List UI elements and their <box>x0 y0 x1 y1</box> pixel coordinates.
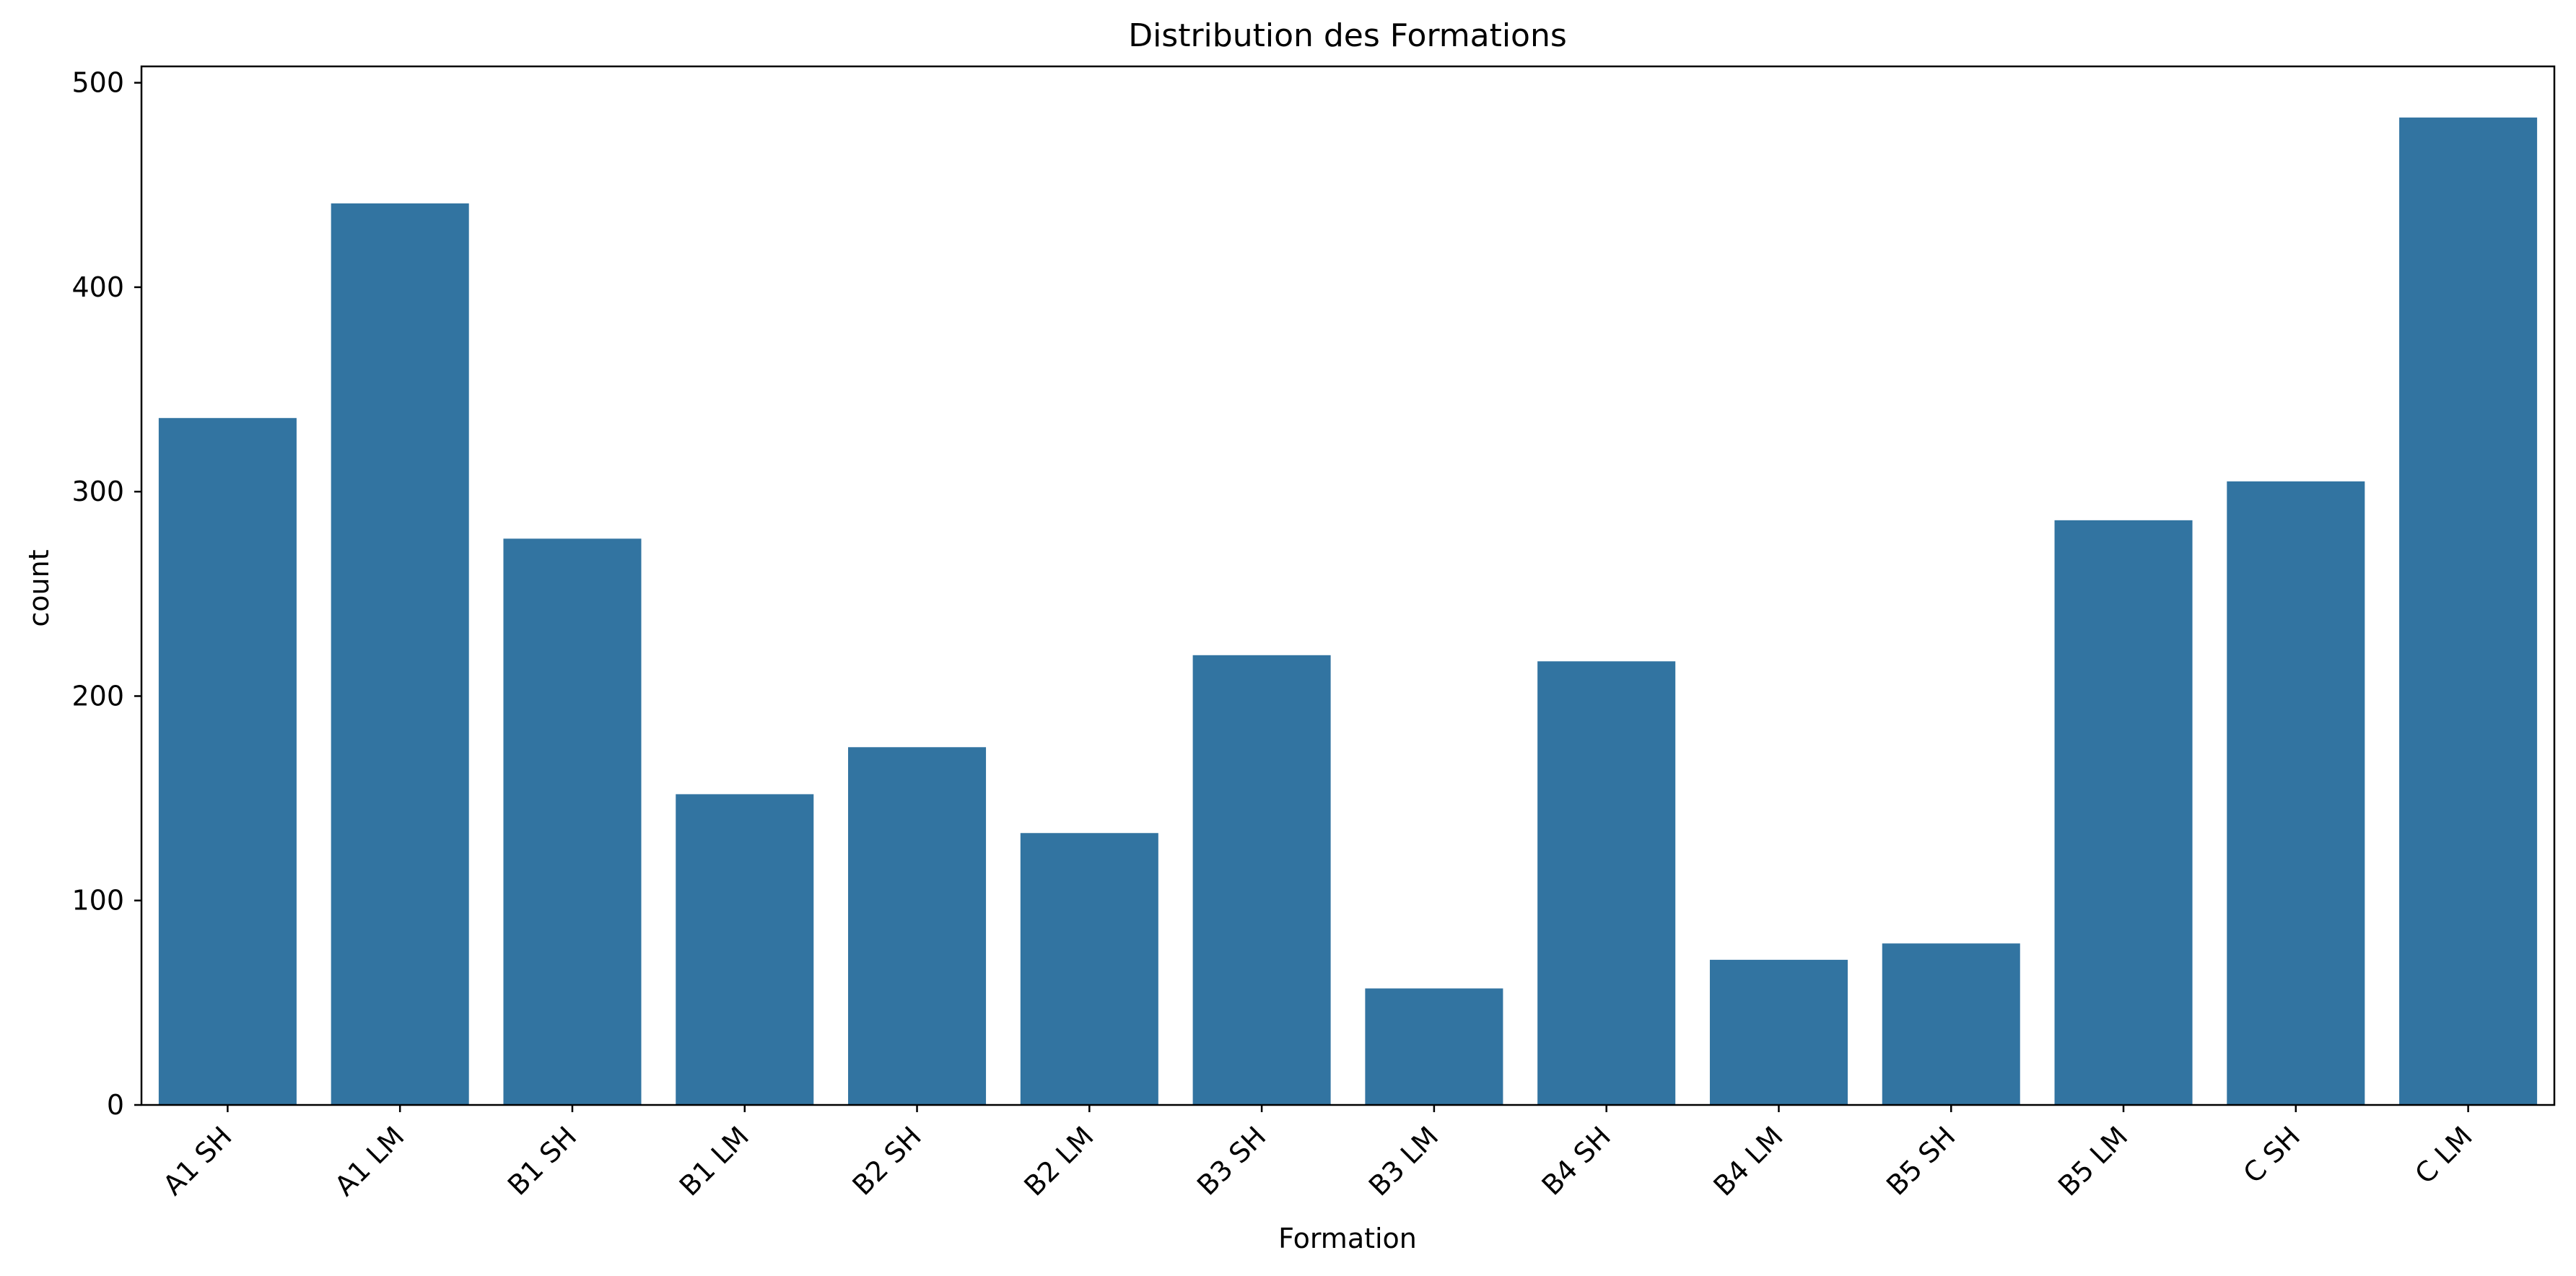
y-tick-label: 100 <box>71 885 124 917</box>
bar-a1-lm <box>331 203 469 1106</box>
y-tick-label: 200 <box>71 680 124 712</box>
x-axis-label: Formation <box>1278 1223 1417 1254</box>
x-tick-label: B1 LM <box>673 1120 755 1202</box>
bar-b4-sh <box>1537 661 1676 1105</box>
x-tick-label: C LM <box>2409 1120 2479 1190</box>
plot-area: 0 100 200 300 400 500 A1 SH A1 LM B1 SH B1 LM B2 S… <box>71 65 2556 1202</box>
x-tick-label: C SH <box>2237 1120 2307 1189</box>
y-tick-label: 300 <box>71 476 124 507</box>
bar-c-sh <box>2227 481 2365 1105</box>
bar-b4-lm <box>1709 959 1848 1105</box>
bar-b1-sh <box>503 538 642 1105</box>
x-tick-label: A1 LM <box>328 1120 410 1202</box>
x-tick-label: B5 LM <box>2052 1120 2134 1202</box>
y-tick-label: 400 <box>71 271 124 303</box>
bar-a1-sh <box>158 418 297 1105</box>
bar-b3-lm <box>1365 988 1503 1105</box>
x-tick-label: A1 SH <box>157 1120 237 1201</box>
bar-b1-lm <box>676 794 814 1105</box>
chart-title: Distribution des Formations <box>1128 17 1567 54</box>
y-axis-label: count <box>23 549 55 626</box>
bar-b2-lm <box>1020 833 1158 1105</box>
bar-c-lm <box>2399 117 2538 1106</box>
x-tick-label: B3 LM <box>1363 1120 1444 1202</box>
x-tick-label: B4 LM <box>1707 1120 1789 1202</box>
x-tick-label: B5 SH <box>1880 1120 1961 1201</box>
x-tick-label: B4 SH <box>1536 1120 1617 1201</box>
x-tick-label: B2 SH <box>846 1120 927 1201</box>
bar-b5-lm <box>2054 520 2193 1105</box>
bar-b2-sh <box>848 747 987 1105</box>
bar-b3-sh <box>1192 655 1331 1105</box>
x-tick-label: B1 SH <box>502 1120 582 1201</box>
y-tick-label: 500 <box>71 67 124 99</box>
plot-frame <box>140 65 2556 1106</box>
bar-b5-sh <box>1882 943 2020 1105</box>
y-tick-label: 0 <box>107 1089 124 1121</box>
x-tick-label: B2 LM <box>1018 1120 1099 1202</box>
x-tick-label: B3 SH <box>1191 1120 1272 1201</box>
